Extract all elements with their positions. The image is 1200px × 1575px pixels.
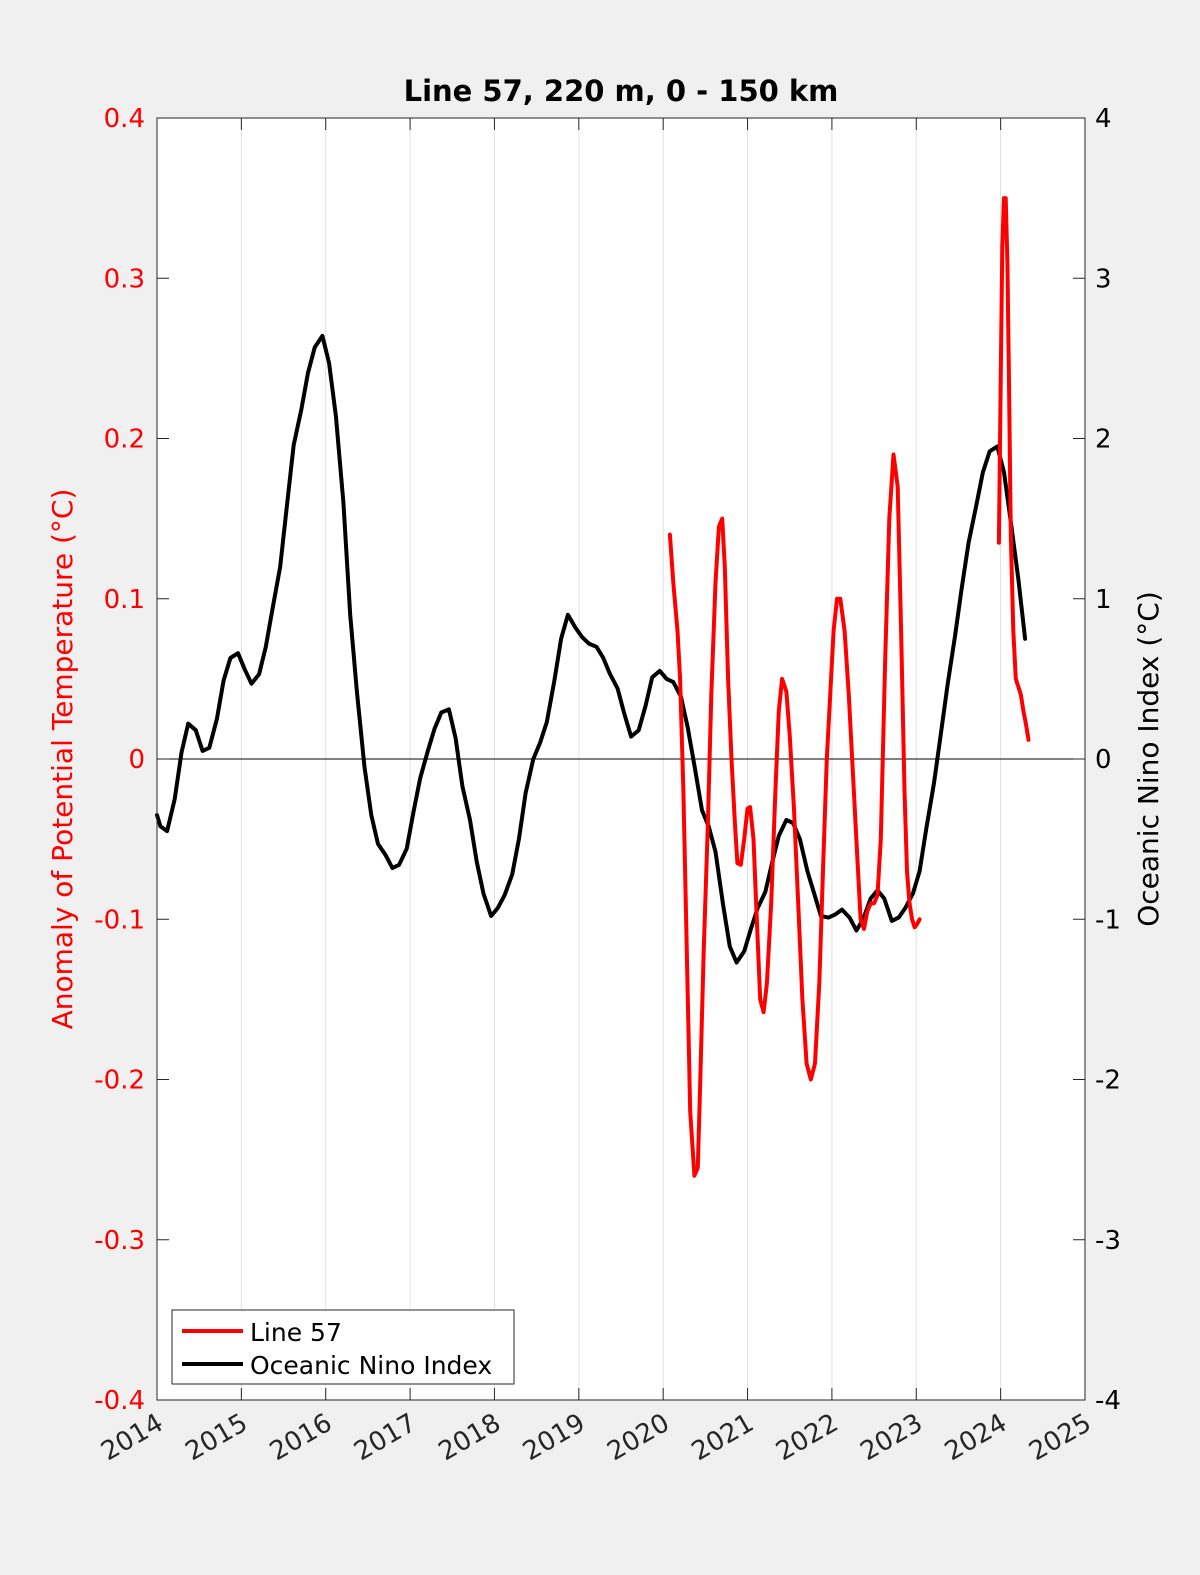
left-tick-label: -0.3 <box>94 1226 145 1256</box>
right-tick-label: -2 <box>1095 1066 1121 1096</box>
left-tick-label: -0.4 <box>94 1386 145 1416</box>
chart-title: Line 57, 220 m, 0 - 150 km <box>404 74 839 108</box>
x-tick-label: 2017 <box>349 1408 421 1467</box>
x-tick-label: 2024 <box>940 1408 1012 1467</box>
right-axis-label: Oceanic Nino Index (°C) <box>1132 591 1165 927</box>
series-oni <box>155 333 1028 965</box>
x-tick-label: 2023 <box>855 1408 927 1467</box>
x-tick-label: 2021 <box>687 1408 759 1467</box>
right-tick-label: 0 <box>1095 745 1112 775</box>
left-tick-label: 0.4 <box>104 104 145 134</box>
left-tick-label: 0 <box>128 745 145 775</box>
right-tick-label: 2 <box>1095 425 1112 455</box>
left-tick-label: 0.1 <box>104 585 145 615</box>
right-tick-label: -1 <box>1095 905 1121 935</box>
left-tick-label: 0.2 <box>104 425 145 455</box>
x-tick-label: 2022 <box>771 1408 843 1467</box>
series-line57 <box>667 452 922 1178</box>
left-tick-label: 0.3 <box>104 264 145 294</box>
x-tick-label: 2018 <box>434 1408 506 1467</box>
x-tick-label: 2016 <box>265 1408 337 1467</box>
x-tick-label: 2020 <box>602 1408 674 1467</box>
right-tick-label: -4 <box>1095 1386 1121 1416</box>
legend-box <box>171 1309 515 1385</box>
x-tick-label: 2015 <box>181 1408 253 1467</box>
left-tick-label: -0.1 <box>94 905 145 935</box>
x-tick-label: 2025 <box>1024 1408 1096 1467</box>
right-tick-label: -3 <box>1095 1226 1121 1256</box>
x-tick-label: 2019 <box>518 1408 590 1467</box>
x-tick-label: 2014 <box>96 1408 168 1467</box>
series-line57 <box>996 196 1031 742</box>
legend-label-line57: Line 57 <box>250 1318 342 1347</box>
legend-label-oni: Oceanic Nino Index <box>250 1351 492 1380</box>
right-axis: 4 3 2 1 0 -1 -2 -3 -4 <box>1073 104 1121 1416</box>
left-axis-label: Anomaly of Potential Temperature (°C) <box>46 489 79 1030</box>
left-axis: 0.4 0.3 0.2 0.1 0 -0.1 -0.2 -0.3 -0.4 <box>94 104 169 1416</box>
left-tick-label: -0.2 <box>94 1066 145 1096</box>
right-tick-label: 3 <box>1095 264 1112 294</box>
right-tick-label: 1 <box>1095 585 1112 615</box>
legend: Line 57 Oceanic Nino Index <box>171 1309 515 1385</box>
right-tick-label: 4 <box>1095 104 1112 134</box>
series-layer <box>155 196 1031 1178</box>
